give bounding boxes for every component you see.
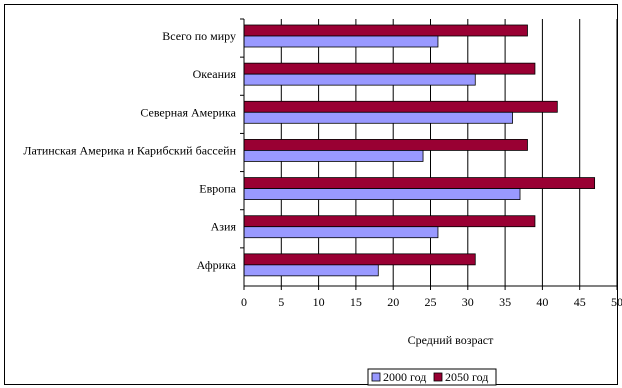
legend: 2000 год 2050 год [367,368,497,386]
x-tick-label-10: 10 [313,295,325,309]
x-tick-label-20: 20 [387,295,399,309]
bar-2000-1 [243,73,476,86]
category-label-4: Европа [199,182,236,196]
bar-2050-0 [243,24,528,37]
bar-2050-5 [243,215,536,228]
x-tick-label-35: 35 [499,295,511,309]
x-tick-label-25: 25 [425,295,437,309]
bar-2050-3 [243,139,528,151]
legend-label-1: 2050 год [445,370,488,384]
bar-2050-6 [243,253,476,266]
x-tick-label-40: 40 [536,295,548,309]
bar-2000-4 [243,188,521,200]
x-tick-labels: 0 5 10 15 20 25 30 35 40 45 50 [241,295,622,309]
bar-2050-4 [243,177,596,189]
axes [240,18,618,290]
x-tick-label-5: 5 [278,295,284,309]
x-tick-label-15: 15 [350,295,362,309]
legend-box [367,368,497,386]
bars [243,24,596,277]
bar-2000-5 [243,226,439,239]
bar-2000-2 [243,111,513,124]
bar-2050-1 [243,62,536,75]
bar-2050-2 [243,100,558,113]
x-tick-label-30: 30 [462,295,474,309]
category-label-0: Всего по миру [162,29,236,43]
category-label-6: Африка [197,258,237,272]
category-labels: Всего по миру Океания Северная Америка Лати… [23,29,236,272]
bar-2000-3 [243,150,424,162]
category-label-1: Океания [193,67,237,81]
legend-swatch-1 [433,372,443,382]
x-tick-label-45: 45 [574,295,586,309]
legend-label-0: 2000 год [383,370,426,384]
x-tick-label-50: 50 [611,295,622,309]
bar-2000-6 [243,264,379,277]
x-axis-title: Средний возраст [408,333,495,347]
category-label-2: Северная Америка [140,105,236,119]
legend-swatch-0 [371,372,381,382]
x-tick-label-0: 0 [241,295,247,309]
bar-2000-0 [243,35,439,48]
category-label-3: Латинская Америка и Карибский бассейн [23,143,236,157]
category-label-5: Азия [211,220,237,234]
